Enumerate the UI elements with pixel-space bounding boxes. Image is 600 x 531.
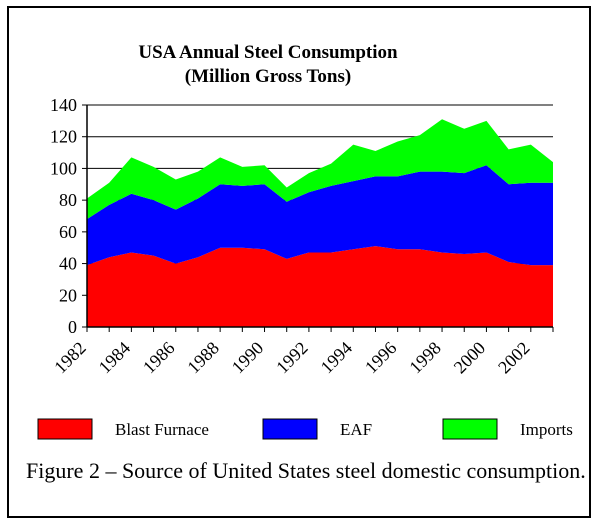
x-tick-label-1986: 1986 bbox=[139, 338, 179, 378]
legend-swatch-imports bbox=[442, 418, 498, 440]
x-tick-label-1982: 1982 bbox=[50, 338, 90, 378]
figure-caption: Figure 2 – Source of United States steel… bbox=[26, 458, 586, 483]
x-tick-label-1998: 1998 bbox=[405, 338, 445, 378]
chart-title: USA Annual Steel Consumption bbox=[138, 42, 398, 63]
y-tick-label-40: 40 bbox=[59, 254, 77, 274]
legend-swatch-eaf bbox=[262, 418, 318, 440]
legend: Blast Furnace EAF Imports bbox=[37, 418, 573, 440]
area-eaf bbox=[87, 165, 553, 266]
legend-label-eaf: EAF bbox=[340, 420, 372, 439]
y-tick-label-140: 140 bbox=[50, 95, 77, 115]
area-blast-furnace bbox=[87, 246, 553, 327]
x-tick-label-1990: 1990 bbox=[228, 338, 268, 378]
y-tick-label-20: 20 bbox=[59, 285, 77, 305]
x-tick-label-2002: 2002 bbox=[494, 338, 534, 378]
legend-label-blast-furnace: Blast Furnace bbox=[115, 420, 209, 439]
x-tick-label-1984: 1984 bbox=[95, 338, 135, 378]
stacked-areas bbox=[87, 119, 553, 327]
legend-label-imports: Imports bbox=[520, 420, 573, 439]
y-tick-label-100: 100 bbox=[50, 158, 77, 178]
x-tick-label-1988: 1988 bbox=[183, 338, 223, 378]
y-tick-label-60: 60 bbox=[59, 222, 77, 242]
y-tick-label-80: 80 bbox=[59, 190, 77, 210]
y-tick-label-120: 120 bbox=[50, 127, 77, 147]
x-tick-label-2000: 2000 bbox=[450, 338, 490, 378]
area-imports bbox=[87, 119, 553, 220]
y-tick-label-0: 0 bbox=[68, 317, 77, 337]
legend-swatch-blast-furnace bbox=[37, 418, 93, 440]
x-tick-label-1996: 1996 bbox=[361, 338, 401, 378]
x-tick-label-1992: 1992 bbox=[272, 338, 312, 378]
steel-consumption-chart: USA Annual Steel Consumption (Million Gr… bbox=[37, 42, 573, 440]
x-tick-label-1994: 1994 bbox=[317, 338, 357, 378]
chart-subtitle: (Million Gross Tons) bbox=[185, 66, 351, 87]
